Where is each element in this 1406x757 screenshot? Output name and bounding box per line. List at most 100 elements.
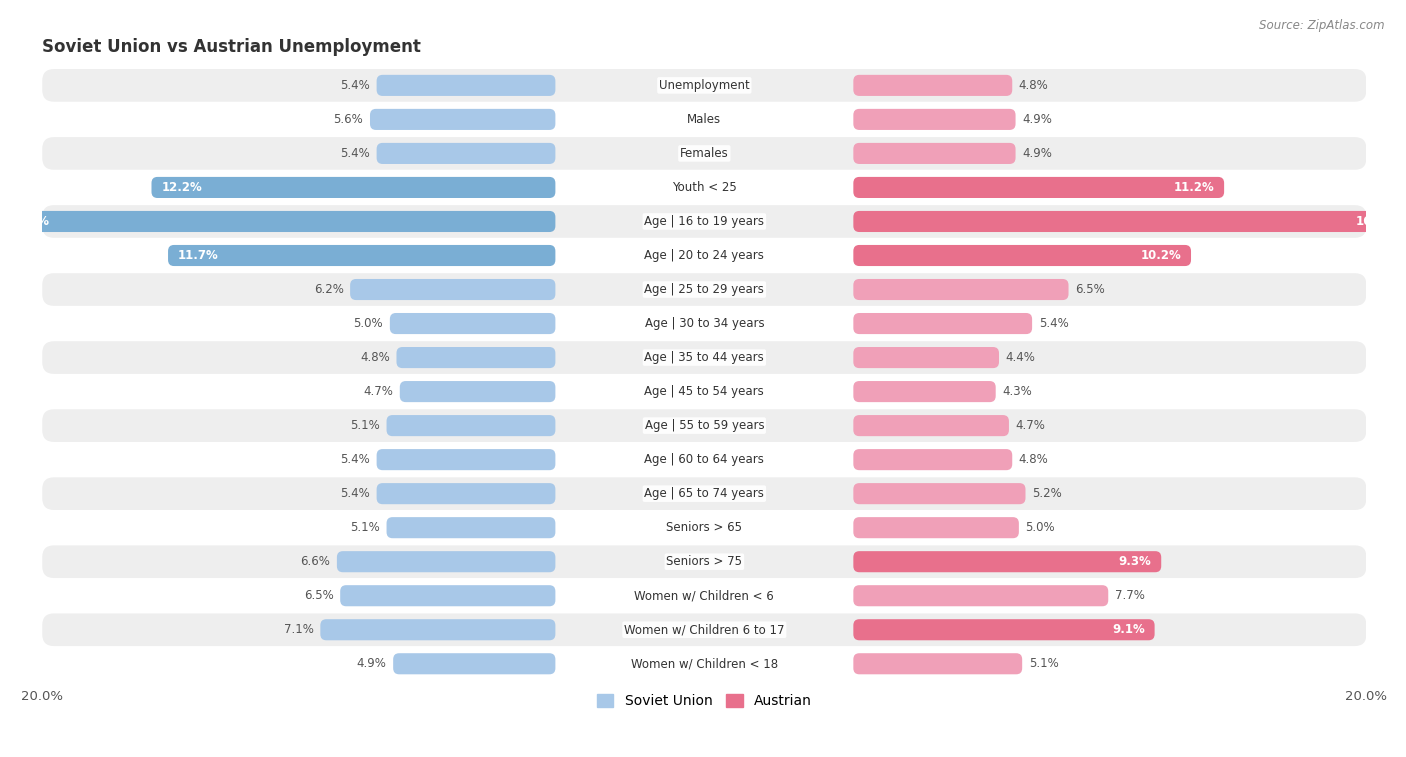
Text: 7.1%: 7.1% (284, 623, 314, 636)
Text: 5.4%: 5.4% (340, 453, 370, 466)
FancyBboxPatch shape (853, 381, 995, 402)
FancyBboxPatch shape (853, 143, 1015, 164)
FancyBboxPatch shape (377, 449, 555, 470)
Text: Women w/ Children < 6: Women w/ Children < 6 (634, 589, 775, 603)
FancyBboxPatch shape (387, 517, 555, 538)
Text: 10.2%: 10.2% (1140, 249, 1181, 262)
Text: Women w/ Children < 18: Women w/ Children < 18 (631, 657, 778, 670)
FancyBboxPatch shape (42, 137, 1367, 170)
Text: Youth < 25: Youth < 25 (672, 181, 737, 194)
Text: Males: Males (688, 113, 721, 126)
FancyBboxPatch shape (853, 483, 1025, 504)
Text: Soviet Union vs Austrian Unemployment: Soviet Union vs Austrian Unemployment (42, 38, 422, 56)
FancyBboxPatch shape (853, 517, 1019, 538)
FancyBboxPatch shape (394, 653, 555, 674)
Text: 5.4%: 5.4% (1039, 317, 1069, 330)
FancyBboxPatch shape (377, 483, 555, 504)
Text: 4.8%: 4.8% (360, 351, 389, 364)
FancyBboxPatch shape (853, 245, 1191, 266)
FancyBboxPatch shape (853, 551, 1161, 572)
Text: 11.2%: 11.2% (1174, 181, 1215, 194)
Text: 4.8%: 4.8% (1019, 79, 1049, 92)
Text: Source: ZipAtlas.com: Source: ZipAtlas.com (1260, 19, 1385, 32)
Legend: Soviet Union, Austrian: Soviet Union, Austrian (592, 689, 817, 714)
FancyBboxPatch shape (350, 279, 555, 300)
Text: Age | 60 to 64 years: Age | 60 to 64 years (644, 453, 765, 466)
Text: Age | 45 to 54 years: Age | 45 to 54 years (644, 385, 765, 398)
FancyBboxPatch shape (396, 347, 555, 368)
Text: 6.5%: 6.5% (304, 589, 333, 603)
FancyBboxPatch shape (42, 613, 1367, 646)
FancyBboxPatch shape (853, 211, 1406, 232)
FancyBboxPatch shape (377, 143, 555, 164)
Text: Women w/ Children 6 to 17: Women w/ Children 6 to 17 (624, 623, 785, 636)
Text: 5.0%: 5.0% (353, 317, 384, 330)
Text: 4.9%: 4.9% (357, 657, 387, 670)
Text: 5.2%: 5.2% (1032, 488, 1062, 500)
Text: 5.0%: 5.0% (1025, 521, 1054, 534)
FancyBboxPatch shape (0, 211, 555, 232)
FancyBboxPatch shape (853, 75, 1012, 96)
FancyBboxPatch shape (321, 619, 555, 640)
FancyBboxPatch shape (389, 313, 555, 334)
FancyBboxPatch shape (42, 410, 1367, 442)
FancyBboxPatch shape (853, 347, 1000, 368)
Text: Age | 25 to 29 years: Age | 25 to 29 years (644, 283, 765, 296)
Text: Females: Females (681, 147, 728, 160)
FancyBboxPatch shape (340, 585, 555, 606)
FancyBboxPatch shape (169, 245, 555, 266)
Text: Age | 55 to 59 years: Age | 55 to 59 years (644, 419, 765, 432)
Text: Age | 30 to 34 years: Age | 30 to 34 years (644, 317, 765, 330)
FancyBboxPatch shape (42, 545, 1367, 578)
Text: Age | 20 to 24 years: Age | 20 to 24 years (644, 249, 765, 262)
Text: 5.1%: 5.1% (350, 521, 380, 534)
Text: 4.7%: 4.7% (1015, 419, 1046, 432)
FancyBboxPatch shape (370, 109, 555, 130)
FancyBboxPatch shape (853, 177, 1225, 198)
Text: 5.1%: 5.1% (350, 419, 380, 432)
Text: 4.9%: 4.9% (1022, 147, 1052, 160)
Text: 9.3%: 9.3% (1119, 555, 1152, 569)
Text: 5.4%: 5.4% (340, 488, 370, 500)
Text: Age | 16 to 19 years: Age | 16 to 19 years (644, 215, 765, 228)
FancyBboxPatch shape (42, 478, 1367, 510)
FancyBboxPatch shape (387, 415, 555, 436)
FancyBboxPatch shape (399, 381, 555, 402)
Text: Unemployment: Unemployment (659, 79, 749, 92)
FancyBboxPatch shape (853, 109, 1015, 130)
FancyBboxPatch shape (152, 177, 555, 198)
Text: 9.1%: 9.1% (1112, 623, 1144, 636)
FancyBboxPatch shape (853, 279, 1069, 300)
Text: 4.8%: 4.8% (1019, 453, 1049, 466)
Text: 5.4%: 5.4% (340, 147, 370, 160)
Text: 5.6%: 5.6% (333, 113, 363, 126)
Text: Age | 35 to 44 years: Age | 35 to 44 years (644, 351, 765, 364)
FancyBboxPatch shape (42, 273, 1367, 306)
Text: 4.3%: 4.3% (1002, 385, 1032, 398)
Text: 4.9%: 4.9% (1022, 113, 1052, 126)
Text: Age | 65 to 74 years: Age | 65 to 74 years (644, 488, 765, 500)
Text: Seniors > 75: Seniors > 75 (666, 555, 742, 569)
Text: 5.4%: 5.4% (340, 79, 370, 92)
FancyBboxPatch shape (853, 585, 1108, 606)
Text: 16.8%: 16.8% (8, 215, 51, 228)
FancyBboxPatch shape (337, 551, 555, 572)
Text: 6.5%: 6.5% (1076, 283, 1105, 296)
FancyBboxPatch shape (853, 619, 1154, 640)
Text: 4.4%: 4.4% (1005, 351, 1035, 364)
Text: 16.7%: 16.7% (1355, 215, 1396, 228)
FancyBboxPatch shape (853, 653, 1022, 674)
Text: 5.1%: 5.1% (1029, 657, 1059, 670)
Text: Seniors > 65: Seniors > 65 (666, 521, 742, 534)
FancyBboxPatch shape (853, 313, 1032, 334)
Text: 11.7%: 11.7% (179, 249, 219, 262)
FancyBboxPatch shape (42, 205, 1367, 238)
FancyBboxPatch shape (853, 449, 1012, 470)
FancyBboxPatch shape (377, 75, 555, 96)
Text: 12.2%: 12.2% (162, 181, 202, 194)
Text: 7.7%: 7.7% (1115, 589, 1144, 603)
Text: 6.6%: 6.6% (301, 555, 330, 569)
Text: 6.2%: 6.2% (314, 283, 343, 296)
FancyBboxPatch shape (853, 415, 1010, 436)
Text: 4.7%: 4.7% (363, 385, 394, 398)
